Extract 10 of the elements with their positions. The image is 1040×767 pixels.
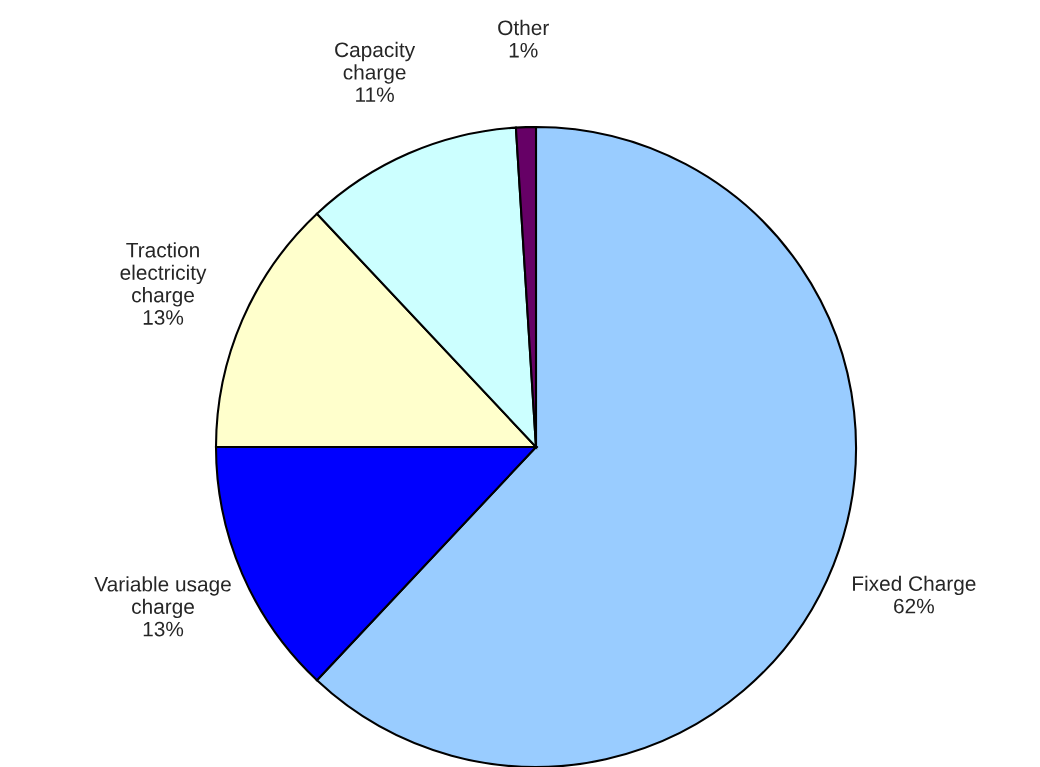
data-label: 11% [356, 87, 394, 102]
data-label: 1% [509, 42, 538, 58]
data-label: 13% [143, 310, 184, 325]
slice-label: Capacity charge [335, 41, 416, 84]
data-label: 62% [894, 598, 934, 614]
slice-label: Other [498, 19, 549, 36]
slice-label: Traction electricity charge [120, 242, 207, 307]
slice-label: Fixed Charge [853, 575, 976, 596]
data-label: 13% [143, 621, 184, 637]
slice-label: Variable usage charge [94, 576, 231, 619]
